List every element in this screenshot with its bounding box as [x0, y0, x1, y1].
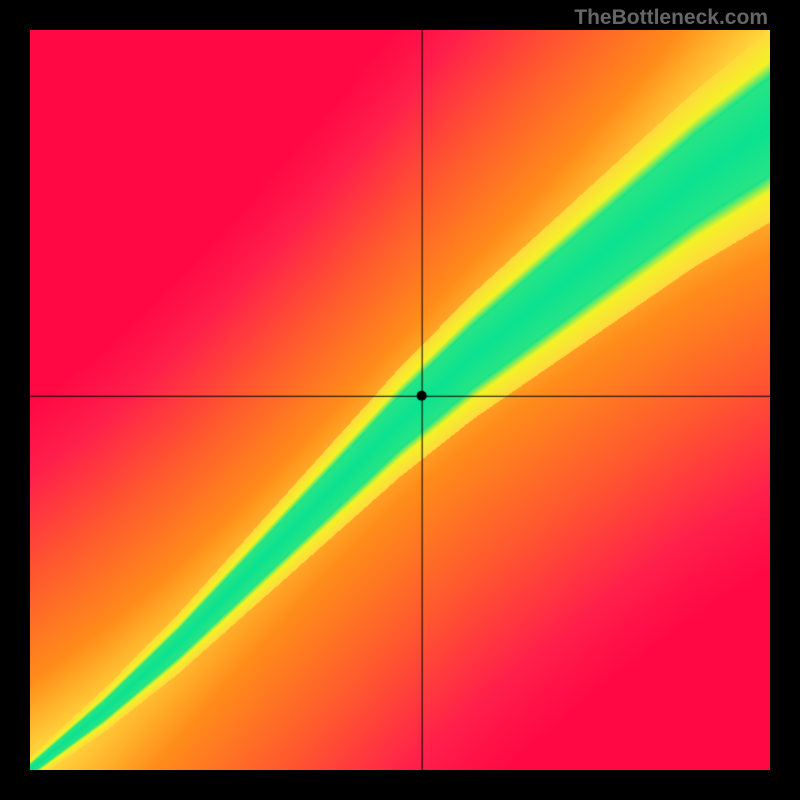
watermark-text: TheBottleneck.com	[574, 6, 768, 30]
bottleneck-heatmap	[30, 30, 770, 770]
heatmap-canvas	[30, 30, 770, 770]
